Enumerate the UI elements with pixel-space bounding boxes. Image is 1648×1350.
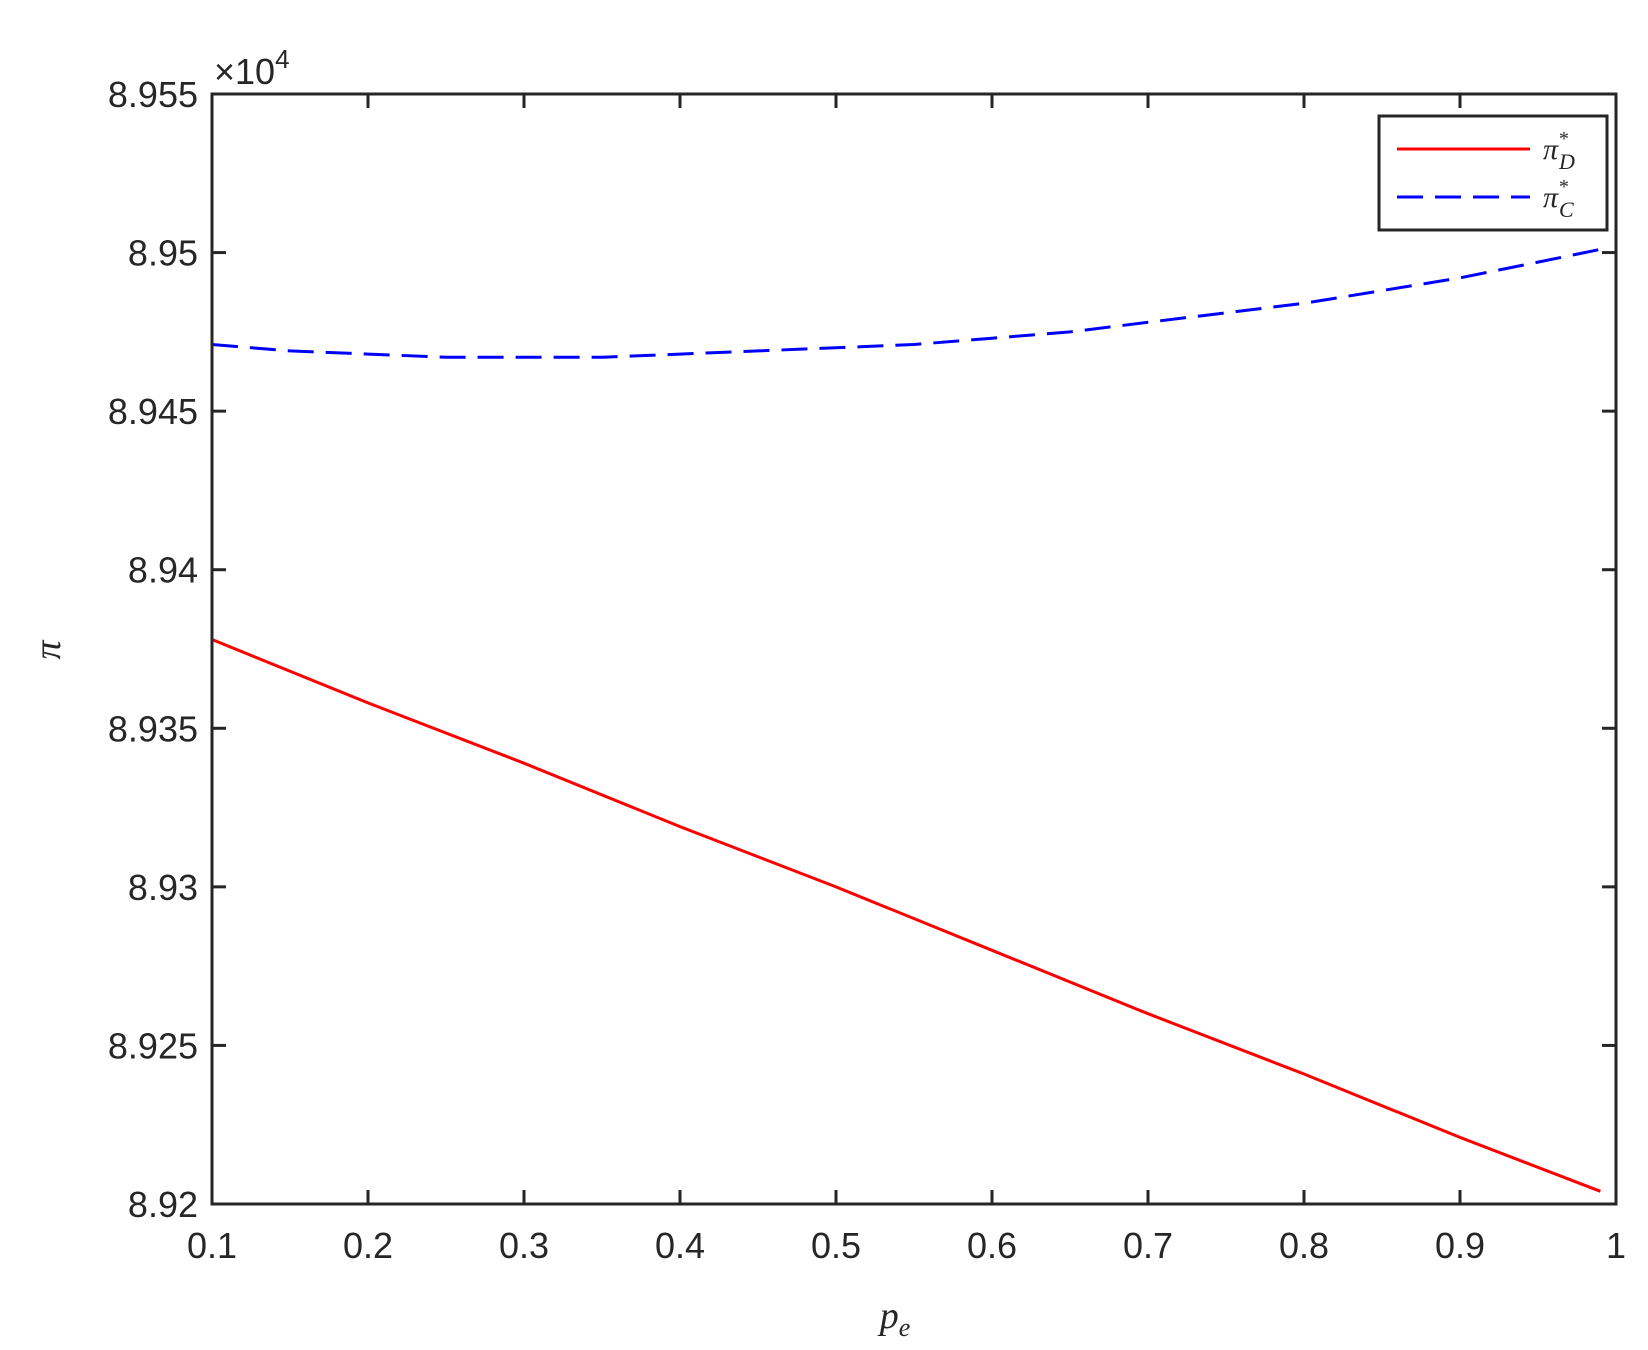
legend-label-pi-c: π* C	[1543, 176, 1574, 222]
y-tick-label: 8.925	[108, 1025, 198, 1066]
legend-label-pi-d: π* D	[1543, 128, 1575, 174]
x-tick-label: 0.8	[1279, 1225, 1329, 1266]
x-tick-label: 1	[1606, 1225, 1626, 1266]
y-tick-label: 8.93	[128, 867, 198, 908]
legend-label-pi-d-sub: D	[1558, 149, 1575, 174]
y-exponent-power: 4	[275, 44, 289, 74]
y-tick-labels: 8.92 8.925 8.93 8.935 8.94 8.945 8.95 8.955	[108, 74, 198, 1225]
x-tick-label: 0.2	[343, 1225, 393, 1266]
x-tick-label: 0.7	[1123, 1225, 1173, 1266]
x-tick-label: 0.4	[655, 1225, 705, 1266]
legend-label-pi-c-sub: C	[1559, 197, 1574, 222]
legend-box	[1377, 114, 1609, 232]
x-axis-label: pe	[877, 1295, 911, 1342]
legend-label-pi-d-base: π	[1543, 133, 1559, 166]
x-tick-label: 0.9	[1435, 1225, 1485, 1266]
legend-label-pi-c-base: π	[1543, 181, 1559, 214]
plot-area	[212, 94, 1616, 1204]
axes-box	[210, 92, 1618, 1206]
y-exponent-base: ×10	[214, 51, 275, 92]
series-layer	[211, 247, 1601, 1193]
y-tick-label: 8.935	[108, 708, 198, 749]
x-tick-label: 0.5	[811, 1225, 861, 1266]
legend-label-pi-d-sup: *	[1558, 128, 1568, 150]
x-axis-label-sub: e	[899, 1313, 911, 1342]
x-tick-label: 0.3	[499, 1225, 549, 1266]
legend: π* D π* C	[1377, 114, 1609, 232]
x-axis-label-base: p	[877, 1295, 899, 1337]
y-exponent-label: ×104	[214, 44, 290, 92]
x-tick-label: 0.1	[187, 1225, 237, 1266]
y-tick-label: 8.94	[128, 550, 198, 591]
y-tick-label: 8.945	[108, 391, 198, 432]
y-tick-label: 8.95	[128, 233, 198, 274]
y-tick-label: 8.955	[108, 74, 198, 115]
y-axis-label: π	[27, 640, 69, 660]
x-tick-label: 0.6	[967, 1225, 1017, 1266]
series-line-pi-d	[211, 638, 1601, 1193]
x-tick-labels: 0.1 0.2 0.3 0.4 0.5 0.6 0.7 0.8 0.9 1	[187, 1225, 1626, 1266]
legend-label-pi-c-sup: *	[1558, 176, 1568, 198]
y-tick-label: 8.92	[128, 1184, 198, 1225]
series-line-pi-c	[211, 247, 1601, 359]
